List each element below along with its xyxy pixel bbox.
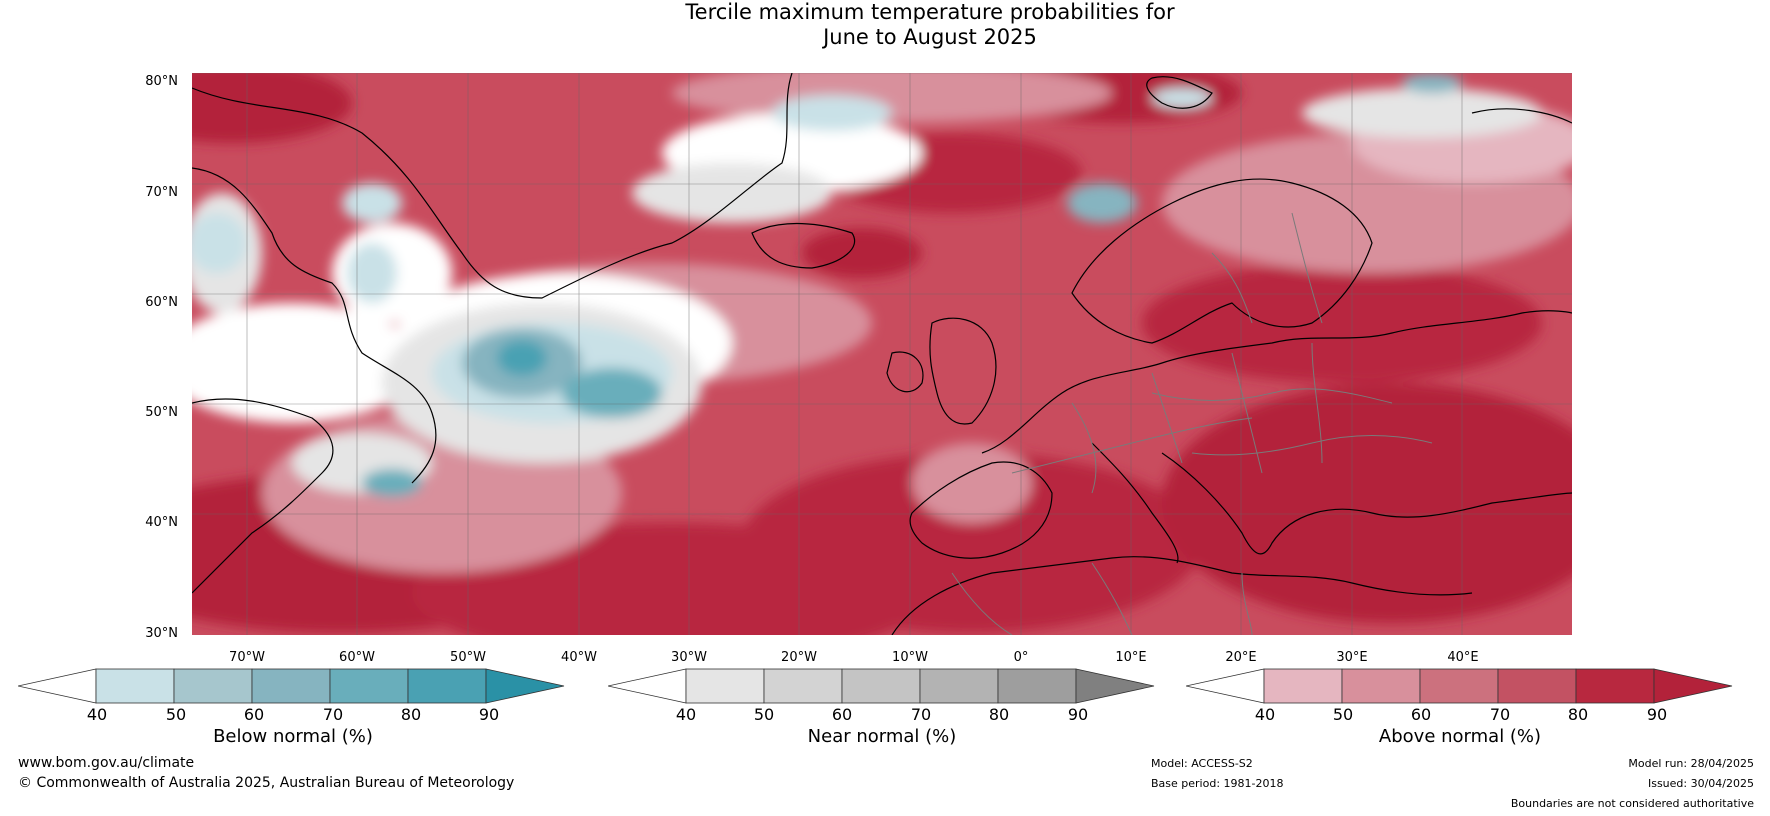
colorbar-swatch xyxy=(173,668,253,704)
above-tick-80: 80 xyxy=(1567,705,1589,724)
lon-label-20e: 20°E xyxy=(1225,650,1257,665)
lat-label-60n: 60°N xyxy=(145,295,178,310)
title-line-2: June to August 2025 xyxy=(823,25,1037,49)
lon-label-10e: 10°E xyxy=(1115,650,1147,665)
base-period-text: Base period: 1981-2018 xyxy=(1151,777,1284,790)
colorbar-swatch xyxy=(919,668,999,704)
colorbar-extend-high xyxy=(1075,668,1155,704)
above-tick-50: 50 xyxy=(1332,705,1354,724)
lon-label-50w: 50°W xyxy=(450,650,486,665)
issued-text: Issued: 30/04/2025 xyxy=(1647,777,1754,790)
colorbar-extend-low xyxy=(607,668,687,704)
lon-label-30w: 30°W xyxy=(671,650,707,665)
near-tick-50: 50 xyxy=(753,705,775,724)
lon-label-0: 0° xyxy=(1013,650,1029,665)
colorbar-swatch xyxy=(1419,668,1499,704)
colorbar-above-normal-swatches xyxy=(1185,668,1733,704)
copyright-text: © Commonwealth of Australia 2025, Austra… xyxy=(18,775,515,791)
colorbar-swatch xyxy=(1497,668,1577,704)
lat-label-30n: 30°N xyxy=(145,626,178,641)
disclaimer-text: Boundaries are not considered authoritat… xyxy=(1510,797,1754,810)
colorbar-swatch xyxy=(251,668,331,704)
near-tick-40: 40 xyxy=(675,705,697,724)
near-tick-90: 90 xyxy=(1067,705,1089,724)
near-normal-label: Near normal (%) xyxy=(807,726,957,747)
colorbar-swatch xyxy=(407,668,487,704)
lon-label-70w: 70°W xyxy=(229,650,265,665)
near-tick-60: 60 xyxy=(831,705,853,724)
lat-label-40n: 40°N xyxy=(145,515,178,530)
colorbar-swatch xyxy=(685,668,765,704)
colorbar-extend-low xyxy=(17,668,97,704)
lon-label-40w: 40°W xyxy=(561,650,597,665)
probability-map xyxy=(192,73,1572,635)
colorbar-swatch xyxy=(997,668,1077,704)
below-tick-80: 80 xyxy=(400,705,422,724)
near-tick-70: 70 xyxy=(910,705,932,724)
above-tick-90: 90 xyxy=(1646,705,1668,724)
below-tick-70: 70 xyxy=(322,705,344,724)
colorbar-near-normal-swatches xyxy=(607,668,1155,704)
below-tick-60: 60 xyxy=(243,705,265,724)
near-tick-80: 80 xyxy=(988,705,1010,724)
lon-label-40e: 40°E xyxy=(1447,650,1479,665)
below-tick-40: 40 xyxy=(86,705,108,724)
colorbar-swatch xyxy=(1263,668,1343,704)
colorbar-extend-high xyxy=(1653,668,1733,704)
lon-label-10w: 10°W xyxy=(892,650,928,665)
colorbar-swatch xyxy=(95,668,175,704)
colorbar-below-normal-swatches xyxy=(17,668,565,704)
below-normal-label: Below normal (%) xyxy=(213,726,373,747)
colorbar-extend-high xyxy=(485,668,565,704)
title-line-1: Tercile maximum temperature probabilitie… xyxy=(685,0,1175,24)
above-tick-40: 40 xyxy=(1254,705,1276,724)
above-normal-label: Above normal (%) xyxy=(1378,726,1542,747)
colorbar-above-normal xyxy=(1185,668,1736,708)
lon-label-20w: 20°W xyxy=(781,650,817,665)
website-text: www.bom.gov.au/climate xyxy=(18,755,195,771)
above-tick-70: 70 xyxy=(1489,705,1511,724)
colorbar-swatch xyxy=(763,668,843,704)
model-run-text: Model run: 28/04/2025 xyxy=(1628,757,1754,770)
below-tick-90: 90 xyxy=(478,705,500,724)
below-tick-50: 50 xyxy=(165,705,187,724)
model-text: Model: ACCESS-S2 xyxy=(1151,757,1253,770)
lon-label-60w: 60°W xyxy=(339,650,375,665)
colorbar-swatch xyxy=(1575,668,1655,704)
lat-label-50n: 50°N xyxy=(145,405,178,420)
lat-label-70n: 70°N xyxy=(145,185,178,200)
lat-label-80n: 80°N xyxy=(145,74,178,89)
lon-label-30e: 30°E xyxy=(1336,650,1368,665)
colorbar-near-normal xyxy=(607,668,1158,708)
colorbar-swatch xyxy=(841,668,921,704)
colorbar-swatch xyxy=(329,668,409,704)
colorbar-swatch xyxy=(1341,668,1421,704)
above-tick-60: 60 xyxy=(1410,705,1432,724)
colorbar-extend-low xyxy=(1185,668,1265,704)
colorbar-below-normal xyxy=(17,668,568,708)
chart-title: Tercile maximum temperature probabilitie… xyxy=(0,0,1770,50)
